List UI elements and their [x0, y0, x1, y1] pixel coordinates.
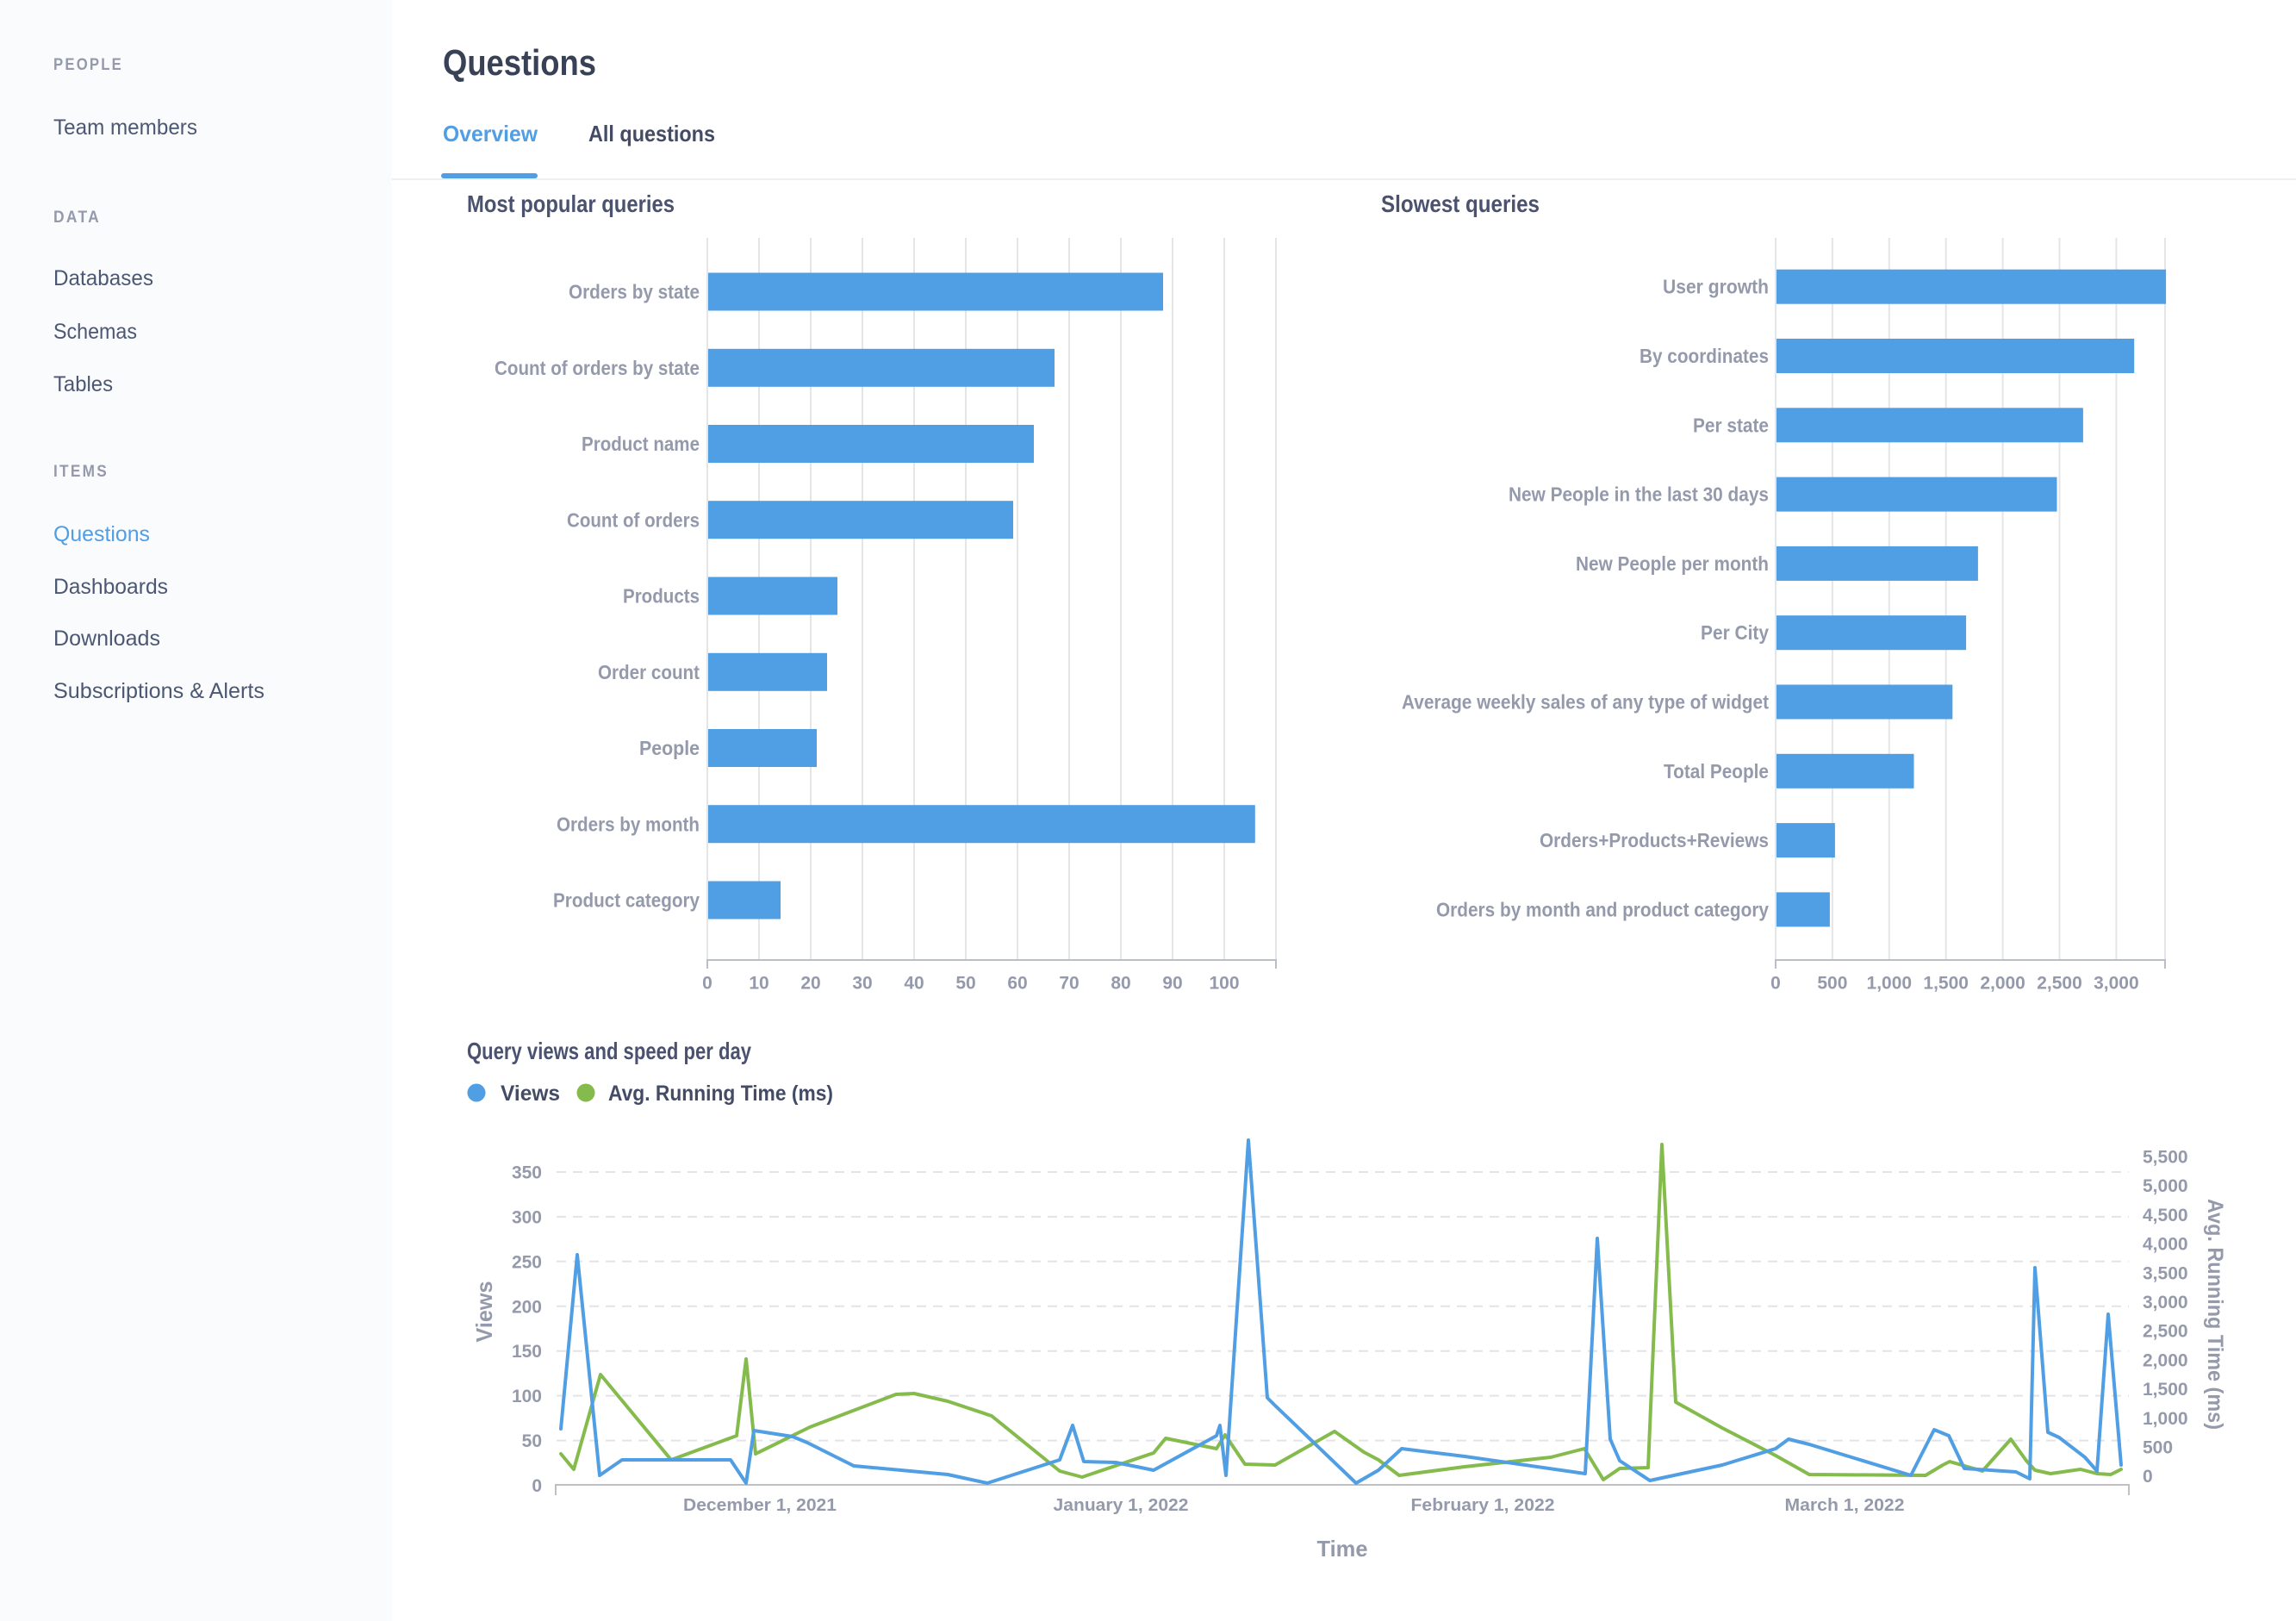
- svg-text:Orders+Products+Reviews: Orders+Products+Reviews: [1540, 829, 1769, 851]
- svg-text:3,000: 3,000: [2143, 1293, 2188, 1312]
- svg-text:People: People: [639, 737, 700, 759]
- svg-text:New People in the last 30 days: New People in the last 30 days: [1509, 483, 1769, 506]
- svg-text:2,500: 2,500: [2037, 974, 2082, 994]
- svg-text:3,500: 3,500: [2143, 1263, 2188, 1283]
- svg-text:500: 500: [1817, 974, 1847, 994]
- svg-text:Order count: Order count: [598, 661, 700, 683]
- svg-text:1,000: 1,000: [2143, 1409, 2188, 1429]
- svg-text:Avg. Running Time (ms): Avg. Running Time (ms): [2203, 1199, 2227, 1430]
- svg-text:30: 30: [852, 974, 872, 994]
- svg-text:350: 350: [512, 1163, 542, 1182]
- svg-text:200: 200: [512, 1297, 542, 1317]
- svg-text:Orders by month: Orders by month: [557, 813, 700, 835]
- svg-text:0: 0: [1770, 974, 1781, 994]
- svg-text:2,500: 2,500: [2143, 1322, 2188, 1342]
- svg-text:Downloads: Downloads: [53, 627, 160, 651]
- svg-text:February 1, 2022: February 1, 2022: [1411, 1496, 1555, 1515]
- svg-text:Subscriptions & Alerts: Subscriptions & Alerts: [53, 679, 264, 703]
- svg-text:Count of orders: Count of orders: [567, 508, 700, 531]
- svg-text:500: 500: [2143, 1438, 2173, 1458]
- svg-text:300: 300: [512, 1207, 542, 1227]
- svg-text:Product category: Product category: [553, 889, 700, 912]
- svg-text:Time: Time: [1317, 1536, 1368, 1562]
- svg-text:Views: Views: [501, 1082, 560, 1106]
- svg-text:1,500: 1,500: [1923, 974, 1969, 994]
- svg-text:Views: Views: [471, 1281, 497, 1343]
- svg-text:Dashboards: Dashboards: [53, 575, 168, 599]
- svg-text:ITEMS: ITEMS: [53, 463, 109, 481]
- svg-text:Product name: Product name: [582, 433, 700, 455]
- svg-text:Team members: Team members: [53, 115, 197, 140]
- svg-text:50: 50: [955, 974, 975, 994]
- svg-text:Average weekly sales of any ty: Average weekly sales of any type of widg…: [1402, 691, 1769, 714]
- svg-text:5,000: 5,000: [2143, 1176, 2188, 1196]
- svg-text:0: 0: [702, 974, 712, 994]
- svg-text:All questions: All questions: [588, 121, 715, 147]
- svg-text:January 1, 2022: January 1, 2022: [1054, 1496, 1189, 1515]
- svg-text:Avg. Running Time (ms): Avg. Running Time (ms): [608, 1082, 833, 1106]
- svg-text:100: 100: [1209, 974, 1239, 994]
- svg-text:By coordinates: By coordinates: [1640, 345, 1769, 367]
- svg-text:0: 0: [532, 1476, 542, 1496]
- svg-text:Tables: Tables: [53, 372, 113, 396]
- svg-text:60: 60: [1007, 974, 1027, 994]
- svg-text:50: 50: [522, 1431, 542, 1451]
- svg-text:80: 80: [1111, 974, 1130, 994]
- svg-text:250: 250: [512, 1252, 542, 1272]
- svg-text:Per state: Per state: [1693, 414, 1769, 436]
- svg-text:3,000: 3,000: [2094, 974, 2139, 994]
- svg-text:Most popular queries: Most popular queries: [467, 190, 675, 217]
- svg-text:Orders by month and product ca: Orders by month and product category: [1436, 898, 1769, 920]
- svg-text:90: 90: [1162, 974, 1182, 994]
- svg-text:Questions: Questions: [53, 522, 150, 546]
- svg-text:March 1, 2022: March 1, 2022: [1785, 1496, 1905, 1515]
- svg-text:Databases: Databases: [53, 266, 153, 290]
- svg-text:4,000: 4,000: [2143, 1235, 2188, 1255]
- svg-text:Query views and speed per day: Query views and speed per day: [467, 1038, 751, 1064]
- svg-text:2,000: 2,000: [1980, 974, 2025, 994]
- svg-text:Questions: Questions: [443, 42, 596, 83]
- svg-text:Products: Products: [623, 585, 700, 608]
- svg-text:70: 70: [1059, 974, 1079, 994]
- svg-text:Count of orders by state: Count of orders by state: [495, 357, 700, 379]
- svg-text:User growth: User growth: [1663, 276, 1769, 298]
- svg-text:DATA: DATA: [53, 209, 101, 227]
- svg-text:4,500: 4,500: [2143, 1206, 2188, 1225]
- svg-text:10: 10: [749, 974, 768, 994]
- svg-text:2,000: 2,000: [2143, 1350, 2188, 1370]
- svg-text:Per City: Per City: [1701, 621, 1769, 644]
- svg-text:0: 0: [2143, 1467, 2153, 1487]
- svg-text:5,500: 5,500: [2143, 1148, 2188, 1168]
- svg-text:Slowest queries: Slowest queries: [1381, 190, 1540, 217]
- svg-text:Overview: Overview: [443, 121, 538, 147]
- svg-text:Orders by state: Orders by state: [569, 281, 700, 303]
- svg-text:New People per month: New People per month: [1576, 552, 1769, 575]
- svg-text:100: 100: [512, 1387, 542, 1406]
- svg-text:Total People: Total People: [1664, 760, 1769, 782]
- svg-text:20: 20: [800, 974, 820, 994]
- svg-text:Schemas: Schemas: [53, 320, 137, 344]
- svg-text:1,500: 1,500: [2143, 1380, 2188, 1400]
- svg-text:PEOPLE: PEOPLE: [53, 56, 123, 74]
- svg-text:40: 40: [904, 974, 924, 994]
- svg-text:December 1, 2021: December 1, 2021: [683, 1496, 837, 1515]
- svg-text:150: 150: [512, 1342, 542, 1362]
- svg-text:1,000: 1,000: [1867, 974, 1913, 994]
